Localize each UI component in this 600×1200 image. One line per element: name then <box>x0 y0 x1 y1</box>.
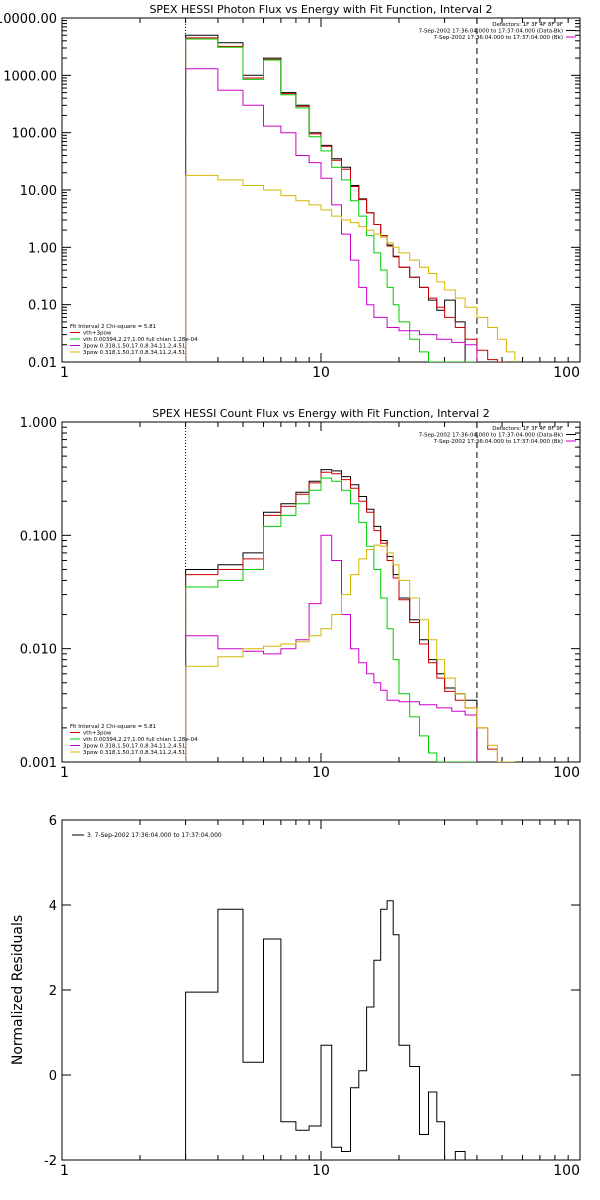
x-tick-label: 100 <box>553 365 580 381</box>
y-tick-label: 10000.00 <box>0 12 57 27</box>
y-tick-label: 0.001 <box>20 756 57 771</box>
fit-label: Fit Interval 2 Chi-square = 5.81 <box>70 724 156 730</box>
x-tick-label: 1 <box>60 765 69 781</box>
series-line-1 <box>185 900 466 1160</box>
series-line-3 <box>185 38 477 362</box>
x-tick-label: 100 <box>553 1163 580 1179</box>
legend-entry: 3pow 0.318,1.50,17.0,8.34,11.2,4.51 <box>83 744 185 750</box>
series-line-1 <box>185 34 466 362</box>
series-line-2 <box>185 37 507 362</box>
y-tick-label: 0.100 <box>20 529 57 544</box>
x-tick-label: 10 <box>312 765 330 781</box>
y-tick-label: -2 <box>44 1154 57 1169</box>
info-line: 7-Sep-2002 17:36:04.000 to 17:37:04.000 … <box>419 433 563 439</box>
x-tick-label: 100 <box>553 765 580 781</box>
series-group-2 <box>185 469 515 762</box>
info-line: 7-Sep-2002 17:36:04.000 to 17:37:04.000 … <box>434 439 564 445</box>
y-tick-label: 0.10 <box>28 299 57 314</box>
y-tick-label: 0.01 <box>28 356 57 371</box>
legend-entry: 3pow 0.318,1.50,17.0,8.34,11.2,4.51 <box>83 344 185 350</box>
chart-title-2: SPEX HESSI Count Flux vs Energy with Fit… <box>152 407 489 420</box>
series-line-4 <box>185 534 478 762</box>
y-tick-label: 1000.00 <box>3 69 57 84</box>
info-line: Detectors: 1F 3F 4F 8F 9F <box>492 22 563 28</box>
series-line-3 <box>185 477 477 762</box>
y-tick-label: 100.00 <box>12 127 58 142</box>
y-axis-label: Normalized Residuals <box>10 915 26 1065</box>
fit-label: Fit Interval 2 Chi-square = 5.81 <box>70 324 156 330</box>
legend-entry: vth+3pow <box>83 331 112 337</box>
y-tick-label: 0 <box>49 1069 57 1084</box>
y-tick-label: 6 <box>49 814 57 829</box>
x-tick-label: 1 <box>60 1163 69 1179</box>
series-group-3 <box>185 900 466 1160</box>
x-tick-label: 1 <box>60 365 69 381</box>
y-tick-label: 2 <box>49 984 57 999</box>
y-tick-label: 1.000 <box>20 416 57 431</box>
info-line: 7-Sep-2002 17:36:04.000 to 17:37:04.000 … <box>434 35 564 41</box>
y-tick-label: 1.00 <box>28 241 57 256</box>
series-line-4 <box>185 68 478 362</box>
legend-entry: vth 0.00394,2.27,1.00 full chian 1.28e-0… <box>83 337 198 343</box>
series-line-5 <box>185 174 516 362</box>
chart-title-1: SPEX HESSI Photon Flux vs Energy with Fi… <box>149 3 492 16</box>
y-tick-label: 10.00 <box>20 184 57 199</box>
legend-entry: vth 0.00394,2.27,1.00 full chian 1.28e-0… <box>83 737 198 743</box>
legend-entry: vth+3pow <box>83 731 112 737</box>
legend-entry: 3pow 0.318,1.50,17.0,8.34,11.2,4.51 <box>83 350 185 356</box>
legend-entry: 3pow 0.318,1.50,17.0,8.34,11.2,4.51 <box>83 750 185 756</box>
plot-frame-1 <box>61 17 581 363</box>
info-line: 7-Sep-2002 17:36:04.000 to 17:37:04.000 … <box>419 29 563 35</box>
y-tick-label: 0.010 <box>20 643 57 658</box>
series-group-1 <box>185 34 516 362</box>
series-line-5 <box>185 544 515 762</box>
y-tick-label: 4 <box>49 899 57 914</box>
info-line: Detectors: 1F 3F 4F 8F 9F <box>492 426 563 432</box>
x-tick-label: 10 <box>312 1163 330 1179</box>
x-tick-label: 10 <box>312 365 330 381</box>
series-line-2 <box>185 471 507 762</box>
legend-entry: 3. 7-Sep-2002 17:36:04.000 to 17:37:04.0… <box>87 832 222 839</box>
